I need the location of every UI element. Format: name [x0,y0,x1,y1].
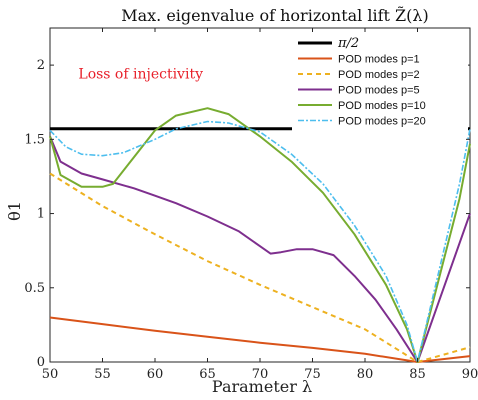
x-tick-label: 90 [462,367,478,382]
y-axis-ticks: 0 0.5 1 1.5 2 [24,58,470,370]
series-line-5 [49,120,471,363]
y-tick-label: 0.5 [24,281,45,296]
x-tick-label: 70 [252,367,269,382]
x-axis-label: Parameter λ [212,377,312,396]
y-tick-label: 0 [37,355,45,370]
legend-label: POD modes p=1 [338,54,420,66]
x-tick-label: 50 [42,367,59,382]
x-tick-label: 65 [199,367,216,382]
legend-label: π/2 [337,36,359,51]
legend-label: POD modes p=10 [338,100,426,112]
legend-box [292,33,468,132]
y-tick-label: 1 [37,207,45,222]
legend-label: POD modes p=20 [338,116,426,128]
legend-label: POD modes p=2 [338,69,420,81]
y-tick-label: 2 [37,58,45,73]
chart-title: Max. eigenvalue of horizontal lift Z̃(λ) [121,6,429,25]
y-tick-label: 1.5 [24,132,45,147]
x-tick-label: 85 [409,367,426,382]
x-tick-label: 80 [357,367,374,382]
y-axis-label: θ1 [5,201,24,221]
series-line-1 [49,316,471,363]
loss-of-injectivity-annotation: Loss of injectivity [78,66,203,82]
legend: π/2 POD modes p=1 POD modes p=2 POD modes p… [292,33,468,132]
legend-label: POD modes p=5 [338,85,420,97]
series-line-2 [49,172,471,363]
x-tick-label: 60 [147,367,164,382]
x-tick-label: 55 [94,367,111,382]
x-axis-ticks: 50 55 60 65 70 75 80 85 90 [42,28,478,382]
x-tick-label: 75 [304,367,321,382]
